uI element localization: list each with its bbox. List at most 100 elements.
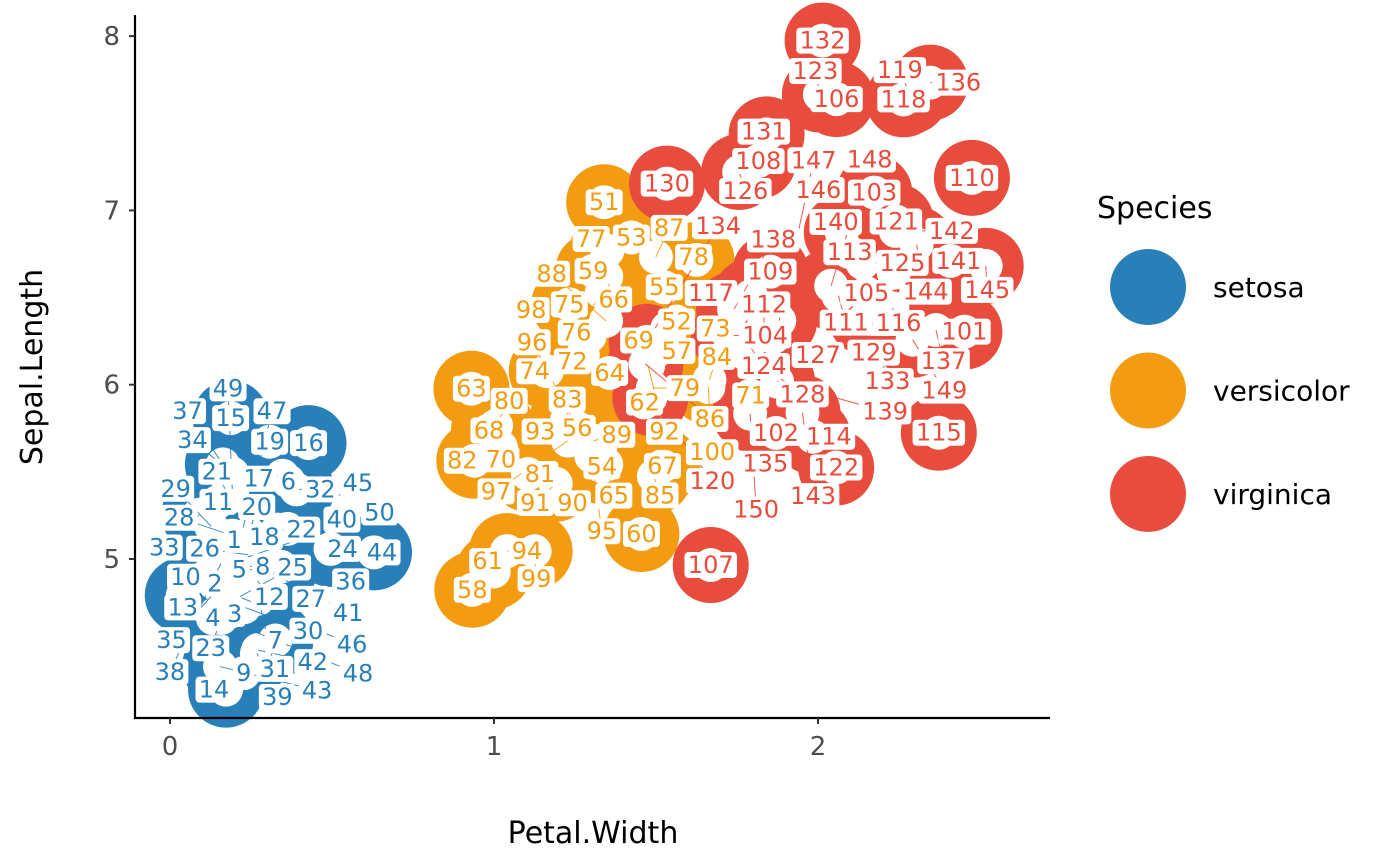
point-label-background <box>470 417 508 444</box>
point-label-background <box>258 683 296 710</box>
point-label: 150 <box>733 495 779 523</box>
point-label-background <box>622 521 660 548</box>
point-label: 121 <box>873 207 919 235</box>
point-label-background <box>516 358 554 385</box>
point-label-background <box>749 419 803 446</box>
point-label: 18 <box>249 523 280 551</box>
point-label: 23 <box>196 634 227 662</box>
point-label-background <box>840 280 893 307</box>
point-label-background <box>925 217 978 244</box>
point-label-background <box>786 483 840 510</box>
point-label: 24 <box>327 535 358 563</box>
point-label: 92 <box>649 418 680 446</box>
point-label: 32 <box>305 475 336 503</box>
point-label: 78 <box>678 243 709 271</box>
point-label-background <box>684 552 737 579</box>
point-label-background <box>153 627 191 654</box>
point-label: 28 <box>164 504 195 532</box>
point-label-background <box>809 454 863 481</box>
point-label-background <box>157 475 195 502</box>
point-label-background <box>223 600 246 627</box>
point-label-background <box>960 276 1014 303</box>
point-label: 127 <box>795 341 841 369</box>
point-label: 73 <box>700 315 731 343</box>
point-label-background <box>469 548 507 575</box>
point-label: 132 <box>800 27 846 55</box>
point-label: 58 <box>457 576 488 604</box>
point-label: 46 <box>337 631 368 659</box>
point-label: 49 <box>213 374 244 402</box>
point-label: 20 <box>241 493 272 521</box>
point-label-background <box>574 257 612 284</box>
point-label: 74 <box>519 357 550 385</box>
point-label-background <box>173 427 211 454</box>
point-label-background <box>453 576 491 603</box>
point-label-background <box>686 468 739 495</box>
point-label-background <box>160 504 198 531</box>
point-label-background <box>869 208 923 235</box>
point-label: 71 <box>735 381 766 409</box>
legend-label: versicolor <box>1213 375 1350 408</box>
point-label: 53 <box>616 223 647 251</box>
point-label-background <box>151 658 189 685</box>
x-ticks: 0 1 2 <box>162 718 826 762</box>
point-label-background <box>301 476 339 503</box>
point-label-background <box>283 516 321 543</box>
point-label-background <box>274 554 312 581</box>
point-label: 88 <box>536 260 567 288</box>
point-label: 102 <box>753 419 799 447</box>
point-label: 96 <box>517 328 548 356</box>
point-label: 80 <box>494 387 525 415</box>
point-label-background <box>746 226 800 253</box>
point-label-background <box>521 461 559 488</box>
point-label: 60 <box>626 520 657 548</box>
point-label-background <box>918 377 971 404</box>
point-label: 100 <box>689 438 735 466</box>
point-label: 139 <box>862 397 908 425</box>
point-label-background <box>858 398 912 425</box>
point-label: 54 <box>587 452 618 480</box>
point-label: 13 <box>167 593 198 621</box>
point-label-background <box>553 348 591 375</box>
point-label: 57 <box>662 337 693 365</box>
point-label-background <box>513 329 551 356</box>
point-label: 9 <box>236 659 251 687</box>
point-label-background <box>641 482 679 509</box>
point-label: 61 <box>472 547 503 575</box>
point-label: 145 <box>964 276 1010 304</box>
point-label-background <box>477 478 515 505</box>
point-label: 114 <box>806 423 852 451</box>
point-label: 86 <box>695 405 726 433</box>
point-label: 3 <box>227 600 242 628</box>
point-label-background <box>732 382 770 409</box>
point-label: 68 <box>474 416 505 444</box>
point-label: 89 <box>602 421 633 449</box>
point-label-background <box>719 177 772 204</box>
point-label-background <box>737 291 791 318</box>
point-label-background <box>339 469 377 496</box>
point-label-background <box>204 570 226 597</box>
point-label: 98 <box>516 296 547 324</box>
point-label-background <box>737 118 791 145</box>
point-label: 129 <box>851 339 897 367</box>
point-label-background <box>361 499 399 526</box>
point-label-background <box>452 375 490 402</box>
point-label-background <box>696 315 734 342</box>
point-label: 29 <box>160 475 191 503</box>
point-label-background <box>443 447 481 474</box>
point-label-background <box>819 309 873 336</box>
point-label-background <box>938 318 991 345</box>
point-label: 118 <box>881 85 927 113</box>
point-label-background <box>164 594 202 621</box>
point-label: 27 <box>295 585 326 613</box>
point-label-background <box>167 563 205 590</box>
point-label: 33 <box>149 534 180 562</box>
point-label-background <box>508 538 546 565</box>
point-label: 84 <box>702 343 733 371</box>
point-label-background <box>256 655 294 682</box>
point-label: 130 <box>644 170 690 198</box>
point-label-background <box>228 556 251 583</box>
point-label-background <box>490 387 528 414</box>
point-label-background <box>289 617 327 644</box>
